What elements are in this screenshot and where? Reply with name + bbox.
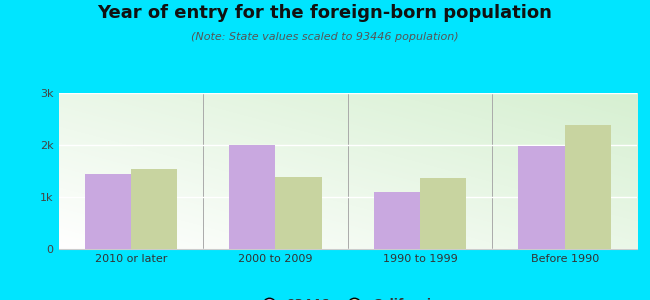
Bar (131, 169, 177, 249)
Bar (420, 178, 466, 249)
Bar (84, 174, 131, 249)
Bar (519, 146, 565, 249)
Legend: 93446, California: 93446, California (251, 293, 445, 300)
Bar (565, 125, 611, 249)
Bar (276, 177, 322, 249)
Text: (Note: State values scaled to 93446 population): (Note: State values scaled to 93446 popu… (191, 32, 459, 41)
Text: Year of entry for the foreign-born population: Year of entry for the foreign-born popul… (98, 4, 552, 22)
Bar (374, 192, 420, 249)
Bar (229, 145, 276, 249)
